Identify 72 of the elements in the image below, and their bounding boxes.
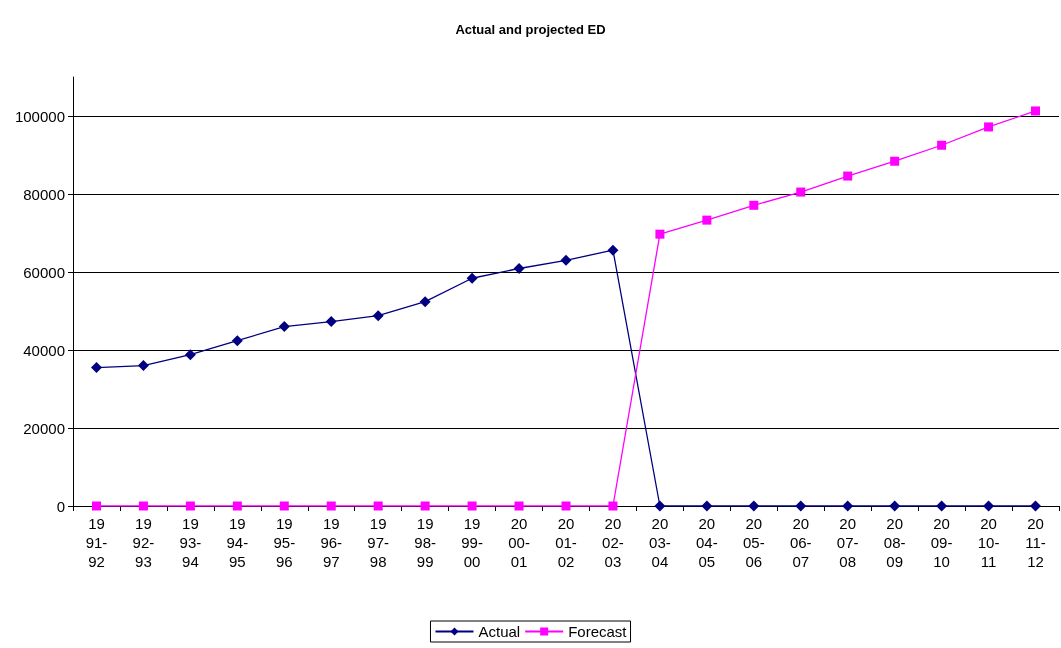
point bbox=[419, 296, 431, 308]
point bbox=[796, 187, 806, 197]
point bbox=[278, 321, 290, 333]
chart-title: Actual and projected ED bbox=[455, 22, 606, 37]
x-tick-label: 2004-05 bbox=[696, 515, 718, 570]
x-tick-label: 2001-02 bbox=[555, 515, 577, 570]
x-tick-label: 2008-09 bbox=[883, 515, 906, 570]
x-tick-label: 1996-97 bbox=[320, 515, 343, 570]
point bbox=[90, 362, 102, 374]
point bbox=[279, 501, 289, 511]
x-tick-label: 1999-00 bbox=[461, 515, 483, 570]
point bbox=[560, 254, 572, 266]
point bbox=[655, 229, 665, 239]
point bbox=[795, 500, 807, 512]
point bbox=[984, 122, 994, 132]
point bbox=[137, 360, 149, 372]
point bbox=[325, 316, 337, 328]
y-tick-label: 20000 bbox=[23, 419, 65, 437]
point bbox=[232, 501, 242, 511]
y-tick-label: 80000 bbox=[23, 185, 65, 203]
point bbox=[467, 501, 477, 511]
x-tick-label: 1998-99 bbox=[414, 515, 436, 570]
x-tick-label: 2010-11 bbox=[977, 515, 1000, 570]
y-tick-label: 40000 bbox=[23, 341, 65, 359]
x-tick-label: 1997-98 bbox=[367, 515, 390, 570]
point bbox=[983, 500, 995, 512]
x-tick-label: 2003-04 bbox=[649, 515, 671, 570]
point bbox=[654, 500, 666, 512]
x-tick-label: 2007-08 bbox=[836, 515, 859, 570]
point bbox=[702, 215, 712, 225]
point bbox=[890, 156, 900, 166]
point bbox=[373, 501, 383, 511]
point bbox=[514, 501, 524, 511]
x-tick-label: 1995-96 bbox=[273, 515, 296, 570]
x-tick-label: 2006-07 bbox=[789, 515, 812, 570]
point bbox=[937, 140, 947, 150]
point bbox=[936, 500, 948, 512]
point bbox=[607, 244, 619, 256]
point bbox=[1030, 500, 1042, 512]
x-tick-label: 2000-01 bbox=[508, 515, 530, 570]
point bbox=[843, 171, 853, 181]
point bbox=[91, 501, 101, 511]
point bbox=[1031, 106, 1041, 116]
legend-label: Forecast bbox=[568, 623, 628, 640]
x-tick-label: 2009-10 bbox=[930, 515, 953, 570]
point bbox=[326, 501, 336, 511]
x-tick-label: 1994-95 bbox=[226, 515, 249, 570]
x-tick-label: 1993-94 bbox=[179, 515, 202, 570]
x-tick-label: 1992-93 bbox=[132, 515, 155, 570]
point bbox=[749, 200, 759, 210]
x-tick-label: 2005-06 bbox=[742, 515, 765, 570]
x-tick-label: 1991-92 bbox=[85, 515, 108, 570]
point bbox=[748, 500, 760, 512]
point bbox=[842, 500, 854, 512]
point bbox=[889, 500, 901, 512]
point bbox=[513, 262, 525, 274]
y-tick-label: 100000 bbox=[14, 107, 65, 125]
point bbox=[420, 501, 430, 511]
y-tick-label: 0 bbox=[56, 497, 65, 515]
point bbox=[231, 335, 243, 347]
point bbox=[138, 501, 148, 511]
y-tick-label: 60000 bbox=[23, 263, 65, 281]
point bbox=[466, 272, 478, 284]
point bbox=[184, 349, 196, 361]
point bbox=[372, 310, 384, 322]
point bbox=[608, 501, 618, 511]
x-tick-label: 2002-03 bbox=[602, 515, 624, 570]
point bbox=[701, 500, 713, 512]
legend-label: Actual bbox=[478, 623, 521, 640]
point bbox=[185, 501, 195, 511]
point bbox=[561, 501, 571, 511]
x-tick-label: 2011-12 bbox=[1025, 515, 1046, 570]
